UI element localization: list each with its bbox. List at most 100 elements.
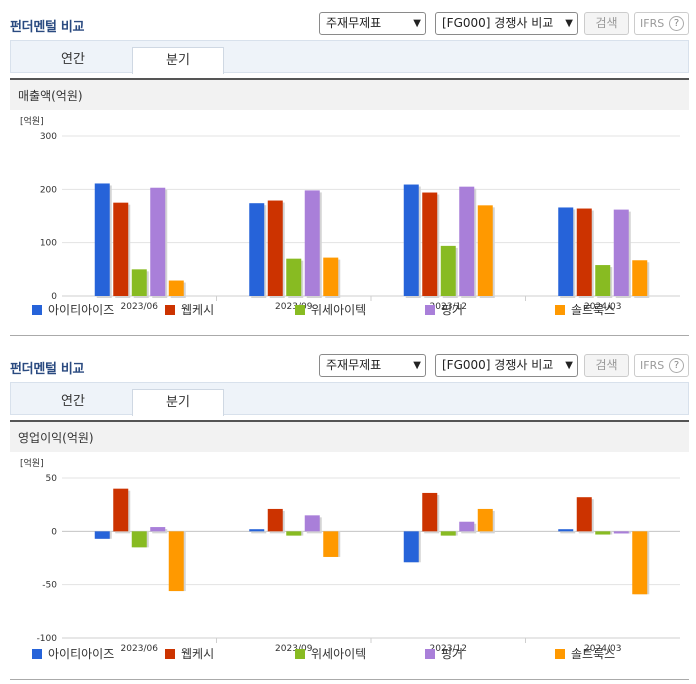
y-unit-label: [억원] xyxy=(20,115,44,127)
chart-subheader: 영업이익(억원) xyxy=(10,420,689,452)
chevron-down-icon: ▼ xyxy=(413,18,421,29)
x-tick-label: 2023/06 xyxy=(121,644,159,654)
bar-아이티아이즈-2023/09[interactable] xyxy=(249,529,265,532)
bar-아이티아이즈-2023/12[interactable] xyxy=(403,184,419,296)
legend-label[interactable]: 솔트룩스 xyxy=(571,303,615,317)
bar-솔트룩스-2023/12[interactable] xyxy=(477,205,493,296)
bar-위세아이텍-2023/09[interactable] xyxy=(286,258,302,296)
y-tick-label: 0 xyxy=(51,292,57,302)
bar-아이티아이즈-2023/06[interactable] xyxy=(94,183,110,296)
period-tabs: 연간 분기 xyxy=(10,40,689,74)
legend-label[interactable]: 핑거 xyxy=(441,647,463,661)
financial-statement-select-value: 주재무제표 xyxy=(326,16,382,30)
bar-위세아이텍-2024/03[interactable] xyxy=(595,265,611,296)
bar-솔트룩스-2023/09[interactable] xyxy=(323,257,339,296)
legend-label[interactable]: 웹케시 xyxy=(181,647,214,661)
legend-swatch xyxy=(32,649,42,659)
bar-핑거-2023/12[interactable] xyxy=(459,521,475,532)
x-tick-label: 2023/09 xyxy=(275,302,313,312)
bar-위세아이텍-2023/09[interactable] xyxy=(286,531,302,536)
financial-statement-select-value: 주재무제표 xyxy=(326,358,382,372)
legend-label[interactable]: 아이티아이즈 xyxy=(48,647,114,661)
bar-핑거-2023/06[interactable] xyxy=(150,187,166,296)
bar-웹케시-2024/03[interactable] xyxy=(576,497,592,532)
legend-label[interactable]: 핑거 xyxy=(441,303,463,317)
bar-웹케시-2023/12[interactable] xyxy=(422,492,438,532)
bar-웹케시-2023/09[interactable] xyxy=(267,200,283,296)
bar-솔트룩스-2023/12[interactable] xyxy=(477,508,493,532)
legend-label[interactable]: 솔트룩스 xyxy=(571,647,615,661)
bar-핑거-2023/09[interactable] xyxy=(304,190,320,296)
legend-swatch xyxy=(425,649,435,659)
legend-swatch xyxy=(425,305,435,315)
x-tick-label: 2024/03 xyxy=(584,302,621,312)
bar-핑거-2023/06[interactable] xyxy=(150,527,166,532)
bar-핑거-2024/03[interactable] xyxy=(613,531,629,534)
ifrs-button[interactable]: IFRS? xyxy=(634,354,689,377)
bar-솔트룩스-2024/03[interactable] xyxy=(632,260,648,296)
bar-핑거-2023/12[interactable] xyxy=(459,186,475,296)
bar-웹케시-2023/09[interactable] xyxy=(267,508,283,532)
legend-label[interactable]: 아이티아이즈 xyxy=(48,303,114,317)
legend-swatch xyxy=(295,305,305,315)
revenue-chart: [억원] 0 100 200 300 2023/06 2023/09 2023/12 2024/… xyxy=(20,115,680,317)
bar-위세아이텍-2023/06[interactable] xyxy=(131,531,147,548)
compare-group-select-value: [FG000] 경쟁사 비교 xyxy=(442,16,554,30)
chart-area: [억원] 0 100 200 300 2023/06 2023/09 2023/12 2024/… xyxy=(10,110,689,336)
y-tick-label: 50 xyxy=(46,474,58,484)
compare-group-select[interactable]: [FG000] 경쟁사 비교 ▼ xyxy=(435,12,578,35)
legend-label[interactable]: 웹케시 xyxy=(181,303,214,317)
operating-profit-panel: 펀더멘털 비교 주재무제표 ▼ [FG000] 경쟁사 비교 ▼ 검색 IFRS? … xyxy=(0,346,696,684)
chevron-down-icon: ▼ xyxy=(565,18,573,29)
operating-profit-chart: [억원] -100 -50 0 50 2023/06 2023/09 2023/12 2024/… xyxy=(20,457,680,661)
compare-group-select[interactable]: [FG000] 경쟁사 비교 ▼ xyxy=(435,354,578,377)
panel-title: 펀더멘털 비교 xyxy=(10,362,85,377)
bar-아이티아이즈-2023/06[interactable] xyxy=(94,531,110,539)
search-button[interactable]: 검색 xyxy=(584,12,629,35)
legend-swatch xyxy=(295,649,305,659)
chevron-down-icon: ▼ xyxy=(413,360,421,371)
bar-위세아이텍-2024/03[interactable] xyxy=(595,531,611,535)
financial-statement-select[interactable]: 주재무제표 ▼ xyxy=(319,354,426,377)
search-button[interactable]: 검색 xyxy=(584,354,629,377)
bar-웹케시-2023/06[interactable] xyxy=(113,202,129,296)
bar-웹케시-2024/03[interactable] xyxy=(576,208,592,296)
bar-위세아이텍-2023/06[interactable] xyxy=(131,269,147,296)
help-icon[interactable]: ? xyxy=(669,16,684,31)
bar-아이티아이즈-2024/03[interactable] xyxy=(558,529,574,532)
legend-label[interactable]: 위세아이텍 xyxy=(311,303,366,317)
tab-quarter[interactable]: 분기 xyxy=(132,47,224,74)
legend-label[interactable]: 위세아이텍 xyxy=(311,647,366,661)
bar-핑거-2024/03[interactable] xyxy=(613,209,629,296)
bar-솔트룩스-2024/03[interactable] xyxy=(632,531,648,595)
bar-웹케시-2023/12[interactable] xyxy=(422,192,438,296)
tab-annual[interactable]: 연간 xyxy=(61,394,85,409)
tab-quarter[interactable]: 분기 xyxy=(132,389,224,416)
financial-statement-select[interactable]: 주재무제표 ▼ xyxy=(319,12,426,35)
panel-title: 펀더멘털 비교 xyxy=(10,20,85,35)
chart-area: [억원] -100 -50 0 50 2023/06 2023/09 2023/12 2024/… xyxy=(10,452,689,680)
bar-솔트룩스-2023/06[interactable] xyxy=(168,280,184,296)
bar-핑거-2023/09[interactable] xyxy=(304,515,320,532)
ifrs-label: IFRS xyxy=(640,359,665,372)
bar-아이티아이즈-2023/09[interactable] xyxy=(249,203,265,296)
ifrs-label: IFRS xyxy=(640,17,665,30)
bar-아이티아이즈-2024/03[interactable] xyxy=(558,207,574,296)
y-tick-label: 100 xyxy=(40,239,57,249)
panel-header: 펀더멘털 비교 주재무제표 ▼ [FG000] 경쟁사 비교 ▼ 검색 IFRS? xyxy=(0,346,696,382)
bar-위세아이텍-2023/12[interactable] xyxy=(440,531,456,536)
ifrs-button[interactable]: IFRS? xyxy=(634,12,689,35)
bar-위세아이텍-2023/12[interactable] xyxy=(440,245,456,296)
revenue-panel: 펀더멘털 비교 주재무제표 ▼ [FG000] 경쟁사 비교 ▼ 검색 IFRS? … xyxy=(0,4,696,336)
bar-웹케시-2023/06[interactable] xyxy=(113,488,129,532)
bar-shadow xyxy=(251,531,267,534)
bar-솔트룩스-2023/06[interactable] xyxy=(168,531,184,592)
bar-아이티아이즈-2023/12[interactable] xyxy=(403,531,419,563)
x-tick-label: 2023/12 xyxy=(430,302,467,312)
help-icon[interactable]: ? xyxy=(669,358,684,373)
y-tick-label: 300 xyxy=(40,132,57,142)
y-tick-label: -50 xyxy=(42,581,57,591)
tab-annual[interactable]: 연간 xyxy=(61,52,85,67)
chevron-down-icon: ▼ xyxy=(565,360,573,371)
bar-솔트룩스-2023/09[interactable] xyxy=(323,531,339,557)
